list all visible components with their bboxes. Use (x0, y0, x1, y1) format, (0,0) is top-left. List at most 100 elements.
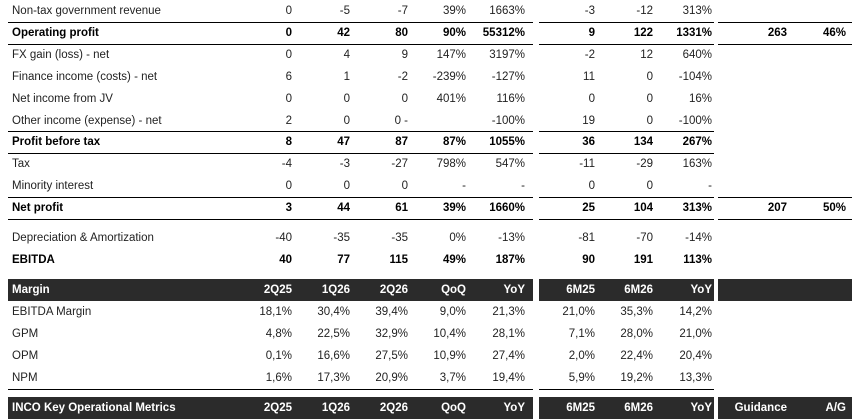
value-cell: 10,9% (433, 350, 466, 362)
value-cell (792, 153, 846, 175)
value-cell: 2,0% (568, 350, 595, 362)
value-cell: 0,1% (265, 350, 292, 362)
value-cell: 9,0% (439, 306, 466, 318)
column-header: 1Q26 (321, 284, 350, 296)
row-divider (718, 22, 852, 23)
column-header: YoY (503, 402, 525, 414)
value-cell: -4 (281, 158, 292, 170)
value-cell (792, 88, 846, 110)
header-band (539, 279, 714, 301)
row-divider (539, 197, 714, 198)
value-cell: 12 (640, 49, 653, 61)
value-cell: 19,2% (620, 372, 653, 384)
value-cell: 0 (588, 93, 595, 105)
table-row: OPM 0,1% 16,6% 27,5% 10,9% 27,4% 2,0% 22,4% 20,4… (0, 345, 860, 367)
row-divider (8, 153, 533, 154)
value-cell (792, 367, 846, 389)
value-cell (717, 175, 787, 197)
row-label: Net profit (12, 202, 64, 214)
value-cell: 14,2% (679, 306, 712, 318)
value-cell (792, 0, 846, 22)
value-cell: 134 (633, 136, 653, 148)
value-cell: 1,6% (265, 372, 292, 384)
row-divider (8, 219, 533, 220)
value-cell: 0 (343, 180, 350, 192)
row-divider (8, 131, 533, 132)
row-divider (718, 219, 852, 220)
value-cell: 0 (343, 115, 350, 127)
value-cell: 1331% (676, 27, 712, 39)
value-cell: 1663% (489, 5, 525, 17)
value-cell: 0 (285, 49, 292, 61)
value-cell (717, 367, 787, 389)
value-cell: 9 (401, 49, 408, 61)
value-cell (792, 44, 846, 66)
value-cell: 19,4% (492, 372, 525, 384)
value-cell: 55312% (482, 27, 525, 39)
value-cell: 21,0% (562, 306, 595, 318)
value-cell: 13,3% (679, 372, 712, 384)
value-cell: 3,7% (439, 372, 466, 384)
value-cell: 191 (633, 254, 653, 266)
row-divider (539, 22, 714, 23)
value-cell: 0 (343, 93, 350, 105)
row-label: Profit before tax (12, 136, 101, 148)
value-cell: -7 (397, 5, 408, 17)
header-band (718, 397, 852, 419)
column-header: YoY (690, 402, 712, 414)
value-cell: 21,3% (492, 306, 525, 318)
value-cell (717, 131, 787, 153)
value-cell: 90 (582, 254, 595, 266)
value-cell (792, 227, 846, 249)
column-header: YoY (690, 284, 712, 296)
value-cell (717, 110, 787, 132)
value-cell: 163% (682, 158, 712, 170)
value-cell: 0 (285, 5, 292, 17)
value-cell: 39% (442, 5, 466, 17)
value-cell (792, 301, 846, 323)
value-cell: 27,4% (492, 350, 525, 362)
value-cell (717, 227, 787, 249)
value-cell: - (708, 180, 712, 192)
value-cell: 0 (285, 27, 292, 39)
row-divider (539, 131, 714, 132)
column-header: A/G (825, 402, 846, 414)
row-divider (8, 22, 533, 23)
value-cell: 39% (442, 202, 466, 214)
value-cell (717, 301, 787, 323)
value-cell (792, 323, 846, 345)
value-cell (717, 249, 787, 271)
value-cell: 313% (682, 5, 712, 17)
column-header: 6M26 (624, 284, 653, 296)
table-row: Net profit 3 44 61 39% 1660% 25 104 313% 207 50% (0, 197, 860, 219)
value-cell: 147% (436, 49, 466, 61)
row-divider (8, 44, 533, 45)
value-cell: -100% (678, 115, 712, 127)
value-cell: 401% (436, 93, 466, 105)
row-divider (539, 44, 714, 45)
value-cell: 5,9% (568, 372, 595, 384)
header-row: Margin 2Q25 1Q26 2Q26 QoQ YoY 6M25 6M26 YoY (0, 279, 860, 301)
row-label: GPM (12, 328, 39, 340)
value-cell: 17,3% (317, 372, 350, 384)
value-cell: 49% (442, 254, 466, 266)
value-cell: 187% (495, 254, 525, 266)
value-cell: 2 (285, 115, 292, 127)
column-header: 2Q25 (263, 402, 292, 414)
block-gap (533, 0, 534, 420)
value-cell: 8 (285, 136, 292, 148)
value-cell: 1660% (489, 202, 525, 214)
column-header: 2Q25 (263, 284, 292, 296)
table-row: Tax -4 -3 -27 798% 547% -11 -29 163% (0, 153, 860, 175)
header-label: Margin (12, 284, 50, 296)
value-cell: 6 (285, 71, 292, 83)
value-cell (792, 345, 846, 367)
value-cell: 313% (682, 202, 712, 214)
row-label: Minority interest (12, 180, 94, 192)
column-header: QoQ (441, 402, 466, 414)
value-cell: 0 (285, 180, 292, 192)
table-row: EBITDA Margin 18,1% 30,4% 39,4% 9,0% 21,3% 21,… (0, 301, 860, 323)
row-label: EBITDA (12, 254, 55, 266)
value-cell: 3 (285, 202, 292, 214)
value-cell: 46% (822, 27, 846, 39)
